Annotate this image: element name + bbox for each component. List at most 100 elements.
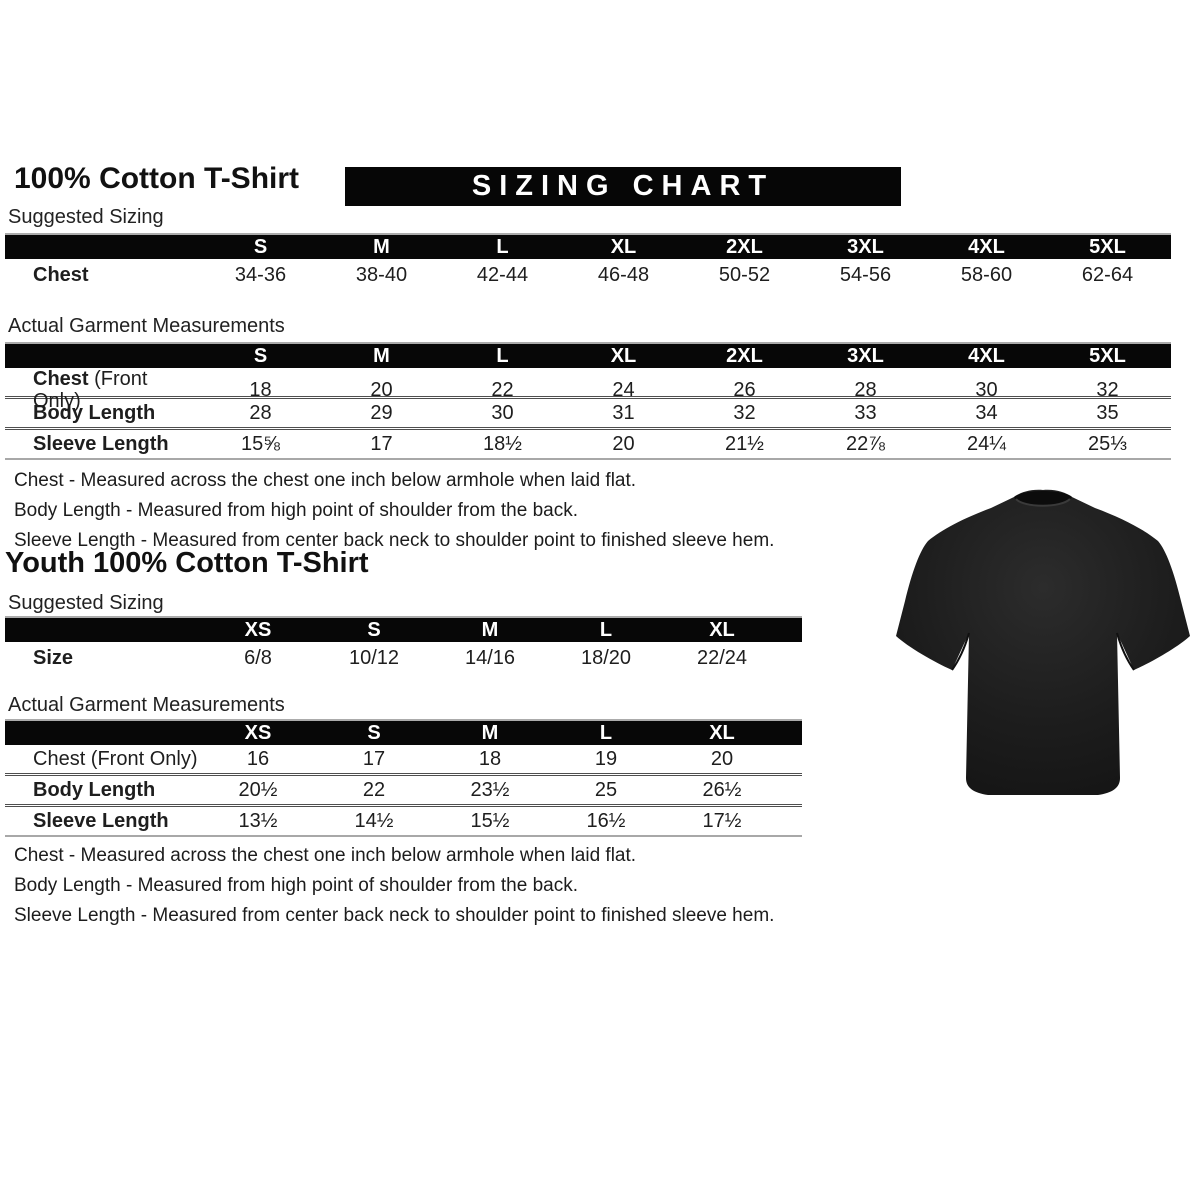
column-header: 3XL	[847, 345, 884, 367]
row-label-text: Size	[33, 646, 74, 669]
note-line: Sleeve Length - Measured from center bac…	[14, 530, 775, 551]
cell: 24¼	[967, 433, 1006, 455]
row-label: Sleeve Length	[5, 810, 200, 832]
youth-actual-table: XS S M L XL Chest (Front Only) 16 17 18 …	[5, 719, 802, 837]
column-header: 5XL	[1089, 345, 1126, 367]
adult-actual-table: S M L XL 2XL 3XL 4XL 5XL Chest (Front On…	[5, 342, 1171, 460]
youth-suggested-table: XS S M L XL Size 6/8 10/12 14/16 18/20 2…	[5, 616, 802, 673]
column-header: M	[481, 619, 499, 641]
tshirt-photo	[894, 486, 1192, 804]
column-header: S	[367, 619, 381, 641]
cell: 20½	[238, 779, 278, 801]
column-header: 4XL	[968, 236, 1005, 258]
cell: 50-52	[718, 263, 771, 286]
youth-suggested-sizing-label: Suggested Sizing	[8, 592, 164, 614]
tshirt-sleeve-crease-right	[1116, 632, 1135, 671]
cell: 34-36	[234, 263, 287, 286]
column-header: M	[373, 236, 390, 258]
cell: 14½	[354, 810, 394, 832]
table-row: Body Length 28 29 30 31 32 33 34 35	[5, 396, 1171, 427]
column-header: XS	[244, 619, 272, 641]
note-line: Body Length - Measured from high point o…	[14, 500, 578, 521]
cell: 20	[710, 748, 734, 770]
row-label-text: Chest	[33, 368, 89, 390]
youth-actual-measurements-label: Actual Garment Measurements	[8, 694, 285, 716]
table-row: Chest 34-36 38-40 42-44 46-48 50-52 54-5…	[5, 259, 1171, 290]
row-label: Chest (Front Only)	[5, 368, 200, 412]
table-row: Sleeve Length 13½ 14½ 15½ 16½ 17½	[5, 804, 802, 835]
cell: 22	[491, 379, 514, 401]
cell: 25	[594, 779, 618, 801]
column-header: S	[367, 722, 381, 744]
tshirt-collar-rim	[1015, 498, 1071, 507]
cell: 23½	[470, 779, 510, 801]
cell: 20	[370, 379, 393, 401]
cell: 15⅝	[241, 433, 280, 455]
cell: 22	[362, 779, 386, 801]
cell: 17	[370, 433, 393, 455]
cell: 38-40	[355, 263, 408, 286]
table-header-row: XS S M L XL	[5, 616, 802, 642]
cell: 32	[733, 402, 756, 424]
youth-title: Youth 100% Cotton T-Shirt	[5, 547, 369, 579]
cell: 58-60	[960, 263, 1013, 286]
adult-suggested-table: S M L XL 2XL 3XL 4XL 5XL Chest 34-36 38-…	[5, 233, 1171, 290]
tshirt-body	[896, 489, 1190, 795]
column-header: L	[599, 722, 613, 744]
table-row: Body Length 20½ 22 23½ 25 26½	[5, 773, 802, 804]
note-line: Body Length - Measured from high point o…	[14, 875, 578, 896]
cell: 14/16	[464, 646, 516, 669]
cell: 32	[1096, 379, 1119, 401]
column-header: XL	[709, 722, 735, 744]
column-header: L	[496, 345, 509, 367]
row-label-text: Sleeve Length	[33, 433, 169, 455]
column-header: XL	[610, 345, 637, 367]
cell: 29	[370, 402, 393, 424]
table-row: Chest (Front Only) 16 17 18 19 20	[5, 745, 802, 773]
column-header: XL	[610, 236, 637, 258]
cell: 28	[249, 402, 272, 424]
cell: 16	[246, 748, 270, 770]
cell: 17	[362, 748, 386, 770]
cell: 24	[612, 379, 635, 401]
column-header: M	[481, 722, 499, 744]
tshirt-graphic	[896, 489, 1190, 795]
cell: 30	[491, 402, 514, 424]
adult-measurement-notes: Chest - Measured across the chest one in…	[14, 466, 774, 556]
row-label: Size	[5, 647, 200, 669]
column-header: XL	[709, 619, 735, 641]
cell: 18	[478, 748, 502, 770]
table-header-row: S M L XL 2XL 3XL 4XL 5XL	[5, 233, 1171, 259]
cell: 15½	[470, 810, 510, 832]
column-header: 4XL	[968, 345, 1005, 367]
table-row: Sleeve Length 15⅝ 17 18½ 20 21½ 22⅞ 24¼ …	[5, 427, 1171, 458]
row-label-text: Sleeve Length	[33, 810, 169, 832]
cell: 18	[249, 379, 272, 401]
row-label: Chest (Front Only)	[5, 748, 200, 770]
row-label: Body Length	[5, 779, 200, 801]
table-header-row: S M L XL 2XL 3XL 4XL 5XL	[5, 342, 1171, 368]
row-label-text: Body Length	[33, 402, 156, 424]
column-header: S	[253, 236, 268, 258]
column-header: S	[253, 345, 268, 367]
page-title: 100% Cotton T-Shirt	[14, 162, 300, 195]
cell: 20	[612, 433, 635, 455]
cell: 26	[733, 379, 756, 401]
cell: 13½	[238, 810, 278, 832]
column-header: 2XL	[726, 236, 763, 258]
cell: 18/20	[580, 646, 632, 669]
cell: 22⅞	[846, 433, 885, 455]
tshirt-collar	[1014, 491, 1072, 506]
row-label-text: Chest	[33, 263, 89, 286]
column-header: L	[496, 236, 509, 258]
adult-actual-measurements-label: Actual Garment Measurements	[8, 315, 285, 337]
cell: 54-56	[839, 263, 892, 286]
table-row: Chest (Front Only) 18 20 22 24 26 28 30 …	[5, 368, 1171, 412]
youth-measurement-notes: Chest - Measured across the chest one in…	[14, 841, 774, 931]
note-line: Chest - Measured across the chest one in…	[14, 845, 637, 866]
row-label: Chest	[5, 264, 200, 286]
cell: 25⅓	[1088, 433, 1127, 455]
column-header: 5XL	[1089, 236, 1126, 258]
column-header: M	[373, 345, 390, 367]
